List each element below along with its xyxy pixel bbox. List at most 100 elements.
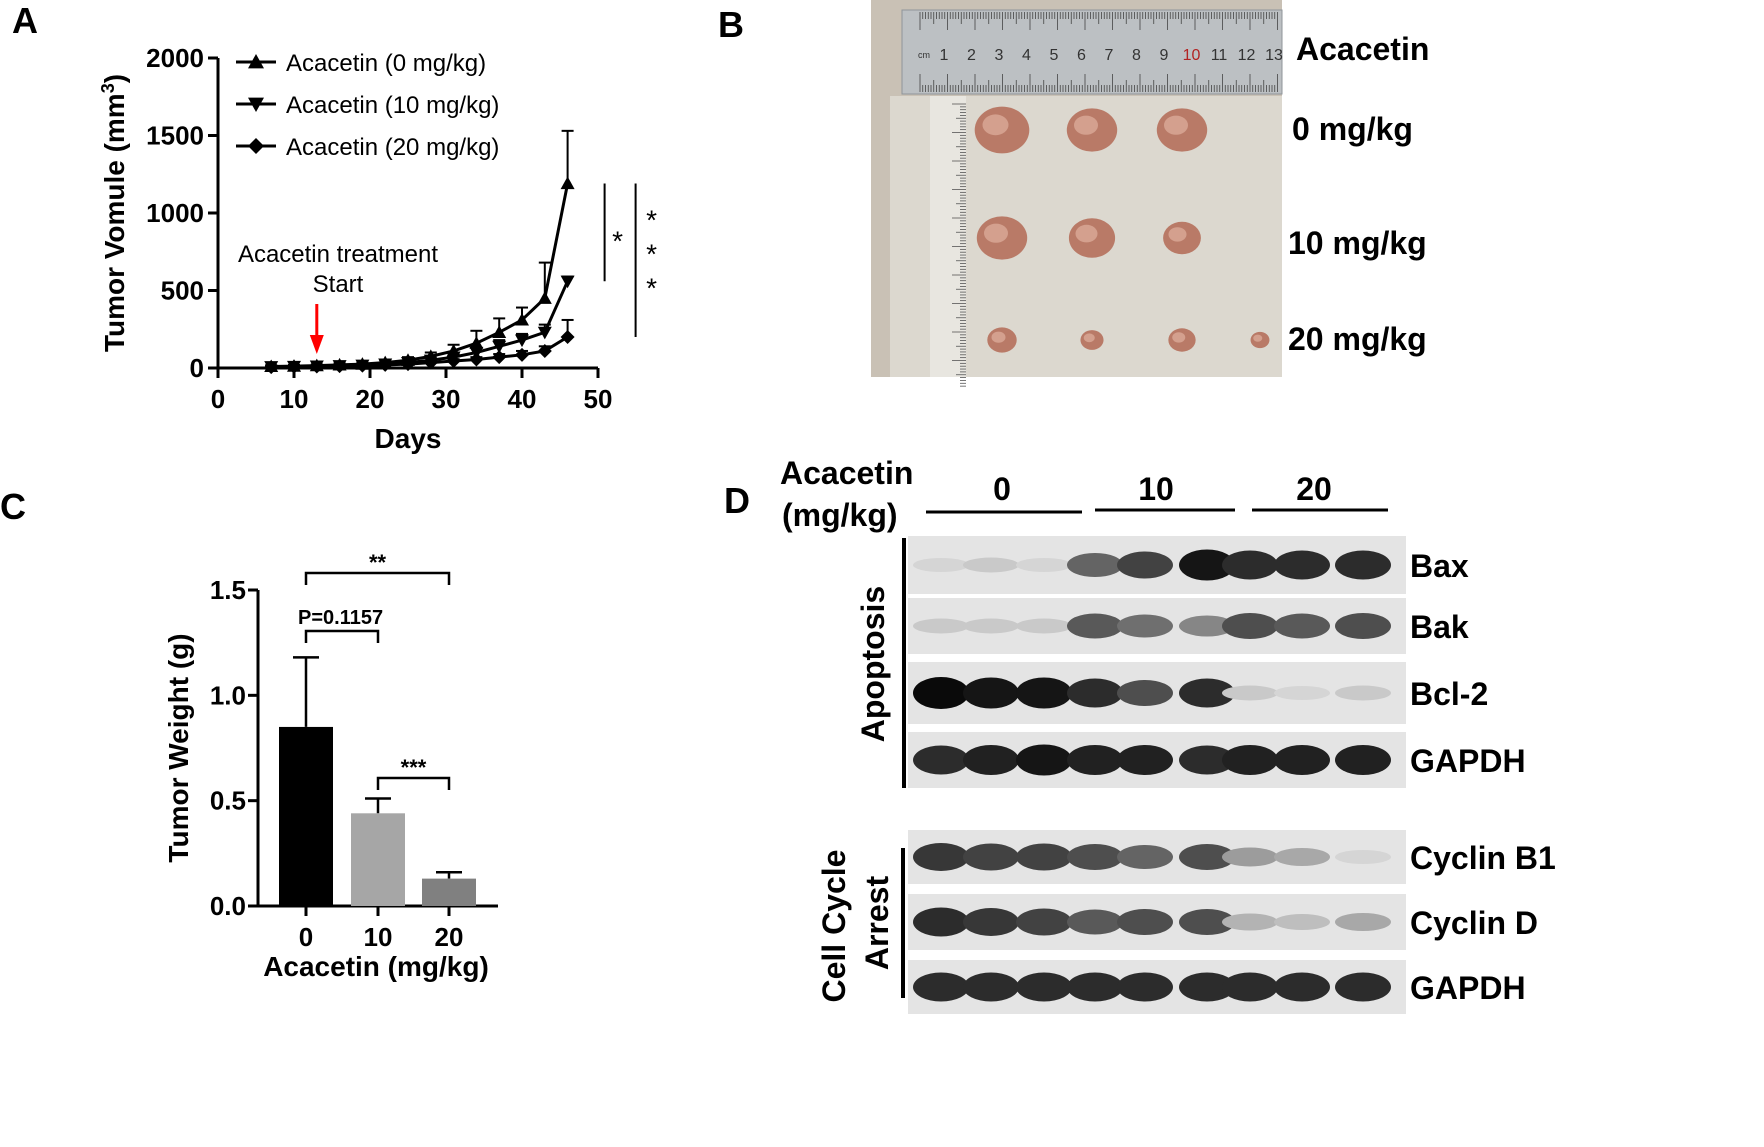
data-point	[515, 334, 529, 348]
tumor-highlight	[1074, 115, 1098, 135]
x-tick-label: 30	[432, 384, 461, 414]
x-tick-label: 0	[211, 384, 225, 414]
blot-band	[1274, 848, 1330, 866]
blot-band	[1117, 551, 1173, 579]
y-tick-label: 0	[190, 353, 204, 383]
blot-band	[963, 972, 1019, 1002]
data-point	[423, 355, 438, 370]
data-point	[287, 359, 301, 374]
x-tick-label: 0	[299, 922, 313, 952]
blot-header-line2: (mg/kg)	[782, 497, 898, 533]
blot-band	[1335, 972, 1391, 1002]
panel-label-b: B	[718, 4, 744, 45]
ruler-number: 9	[1160, 47, 1169, 64]
data-point	[537, 343, 552, 358]
blot-band	[1179, 678, 1235, 708]
band-label: Bcl-2	[1410, 676, 1488, 712]
blot-band	[1179, 909, 1235, 935]
blot-header-line1: Acacetin	[780, 455, 913, 491]
x-tick-label: 20	[435, 922, 464, 952]
legend-entry: Acacetin (0 mg/kg)	[286, 50, 486, 77]
blot-band	[1117, 845, 1173, 869]
blot-band	[913, 745, 969, 775]
tumor-highlight	[1168, 227, 1187, 242]
blot-band	[1335, 850, 1391, 864]
data-point	[355, 358, 370, 373]
ruler-number: 12	[1238, 47, 1256, 64]
legend-entry: Acacetin (10 mg/kg)	[286, 92, 499, 119]
y-tick-label: 500	[161, 276, 204, 306]
data-point	[378, 357, 393, 372]
y-axis-title: Tumor Vomule (mm3)	[98, 74, 130, 352]
tumor-highlight	[1075, 224, 1098, 243]
ruler-number: 11	[1211, 47, 1228, 64]
data-point	[537, 291, 552, 304]
y-tick-label: 1000	[146, 198, 204, 228]
blot-band	[963, 618, 1019, 634]
significance-bracket	[304, 571, 451, 585]
tumor-highlight	[1164, 115, 1188, 135]
legend-marker	[248, 54, 264, 69]
blot-band	[1179, 615, 1235, 637]
ruler-number: 6	[1077, 47, 1086, 64]
annotation-text: Start	[313, 271, 364, 298]
blot-band	[963, 557, 1019, 573]
significance-label: P=0.1157	[298, 607, 383, 629]
data-point	[446, 354, 461, 369]
significance-bracket	[376, 776, 451, 790]
blot-band	[1016, 744, 1072, 776]
top-ruler	[901, 9, 1283, 95]
data-point	[401, 357, 415, 372]
x-tick-label: 10	[364, 922, 393, 952]
y-tick-label: 1.0	[210, 680, 246, 710]
blot-band	[1016, 843, 1072, 871]
ruler-number: 7	[1105, 47, 1114, 64]
x-tick-label: 10	[280, 384, 309, 414]
data-point	[492, 325, 507, 338]
blot-band	[1067, 844, 1123, 870]
y-tick-label: 0.5	[210, 786, 246, 816]
significance-label: ***	[646, 205, 657, 304]
blot-band	[1016, 677, 1072, 709]
legend-marker	[248, 97, 264, 112]
bar	[351, 813, 405, 906]
blot-band	[913, 677, 969, 709]
ruler-number: 10	[1183, 47, 1201, 64]
significance-label: ***	[401, 755, 427, 780]
tumor-highlight	[1083, 333, 1095, 343]
blot-band	[1117, 745, 1173, 775]
group-label-arrest: Arrest	[859, 876, 895, 971]
data-point	[469, 352, 484, 367]
significance-label: *	[612, 225, 623, 256]
ruler-number: 5	[1050, 47, 1059, 64]
blot-band	[913, 907, 969, 937]
blot-band	[963, 677, 1019, 709]
blot-band	[1274, 745, 1330, 775]
blot-band	[1222, 550, 1278, 580]
group-label: 10 mg/kg	[1288, 225, 1427, 261]
y-tick-label: 1.5	[210, 575, 246, 605]
tumor-highlight	[1253, 334, 1263, 342]
x-tick-label: 20	[356, 384, 385, 414]
blot-band	[1117, 614, 1173, 638]
band-label: GAPDH	[1410, 970, 1526, 1006]
legend-marker	[248, 138, 264, 154]
data-point	[537, 326, 552, 340]
data-point	[560, 330, 575, 344]
annotation-arrow-head	[309, 335, 324, 354]
blot-band	[1335, 913, 1391, 931]
blot-band	[1016, 972, 1072, 1002]
dose-label: 0	[993, 471, 1011, 507]
blot-band	[1067, 909, 1123, 935]
data-point	[560, 176, 575, 190]
blot-band	[1117, 909, 1173, 935]
blot-band	[913, 618, 969, 634]
photo-title: Acacetin	[1296, 31, 1429, 67]
blot-band	[963, 745, 1019, 775]
blot-band	[1274, 914, 1330, 930]
blot-band	[1179, 549, 1235, 581]
panel-label-d: D	[724, 480, 750, 521]
ruler-number: 4	[1022, 47, 1031, 64]
blot-band	[1274, 686, 1330, 700]
